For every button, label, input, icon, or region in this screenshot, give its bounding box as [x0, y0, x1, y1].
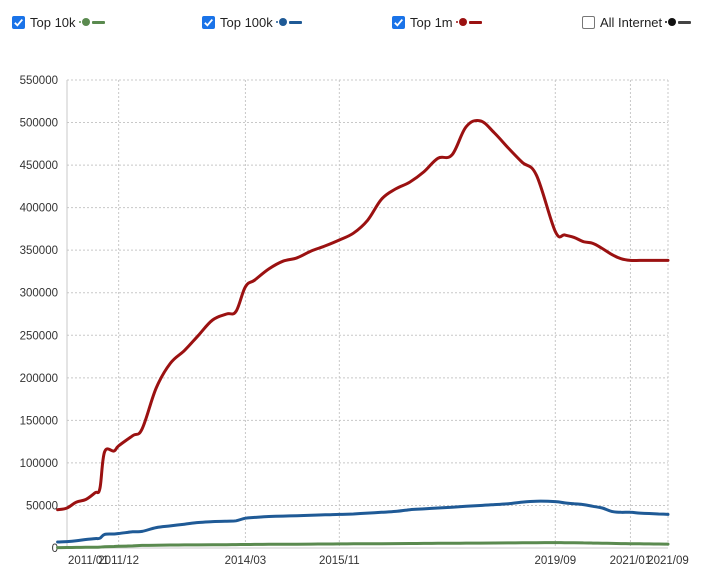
y-tick-label: 100000 [20, 458, 58, 470]
y-tick-label: 350000 [20, 245, 58, 257]
series-swatch-icon [78, 17, 107, 27]
series-line-top-10k [56, 541, 670, 550]
checkbox-checked-icon[interactable] [202, 15, 215, 29]
x-tick-label: 2011/01 [68, 555, 109, 567]
chart-grid [66, 79, 669, 549]
legend-item-top-1m[interactable]: Top 1m [392, 13, 484, 31]
legend-label: Top 100k [220, 14, 273, 30]
checkbox-checked-icon[interactable] [392, 15, 405, 29]
legend-label: All Internet [600, 14, 663, 30]
chart-legend: Top 10k Top 100k Top 1m All Internet [0, 0, 718, 44]
x-tick-label: 2015/11 [319, 555, 360, 567]
checkbox-checked-icon[interactable] [12, 15, 25, 29]
x-tick-label: 2014/03 [225, 555, 267, 567]
y-tick-label: 200000 [20, 373, 58, 385]
legend-item-top-100k[interactable]: Top 100k [202, 13, 304, 31]
x-tick-label: 2021/01 [610, 555, 652, 567]
y-tick-label: 0 [52, 543, 58, 555]
series-line-top-100k [56, 499, 670, 544]
legend-item-all-internet[interactable]: All Internet [582, 13, 693, 31]
checkbox-unchecked-icon[interactable] [582, 15, 595, 29]
x-tick-label: 2021/09 [647, 555, 689, 567]
y-axis-ticks: 0 50000 100000 150000 200000 250000 300000 3500… [20, 75, 58, 555]
y-tick-label: 150000 [20, 415, 58, 427]
line-chart: 0 50000 100000 150000 200000 250000 300000 3500… [20, 75, 689, 567]
legend-label: Top 10k [30, 14, 76, 30]
x-tick-label: 2019/09 [535, 555, 577, 567]
y-tick-label: 300000 [20, 288, 58, 300]
y-tick-label: 400000 [20, 203, 58, 215]
series-swatch-icon [455, 17, 484, 27]
y-tick-label: 550000 [20, 75, 58, 87]
x-tick-label: 2011/12 [98, 555, 139, 567]
y-tick-label: 450000 [20, 160, 58, 172]
chart-series [56, 118, 670, 550]
y-tick-label: 50000 [26, 500, 58, 512]
legend-item-top-10k[interactable]: Top 10k [12, 13, 107, 31]
y-tick-label: 500000 [20, 118, 58, 130]
y-tick-label: 250000 [20, 330, 58, 342]
series-swatch-icon [665, 17, 693, 27]
series-line-top-1m [56, 118, 670, 512]
legend-label: Top 1m [410, 14, 453, 30]
series-swatch-icon [275, 17, 304, 27]
